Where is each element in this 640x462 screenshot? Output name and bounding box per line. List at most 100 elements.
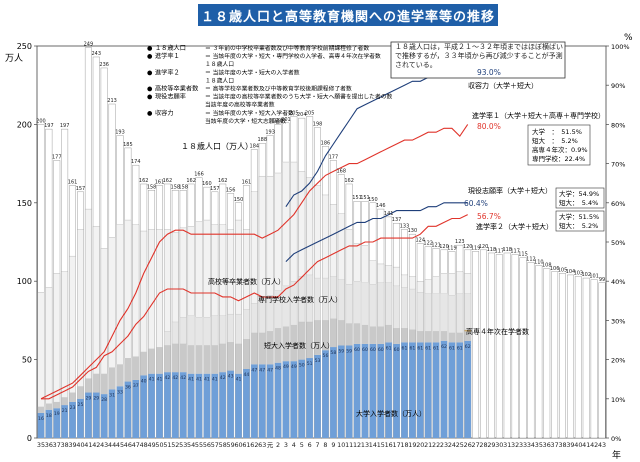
x-tick-label: 21 <box>424 441 432 449</box>
label-ganshi: 現役志願率（大学＋短大） <box>468 186 552 195</box>
svg-text:高専４年次：0.9%: 高専４年次：0.9% <box>532 145 588 154</box>
pop18-value-label: 115 <box>518 252 528 258</box>
bar-university <box>211 373 219 438</box>
bar-junior <box>330 318 337 348</box>
university-value-label: 41 <box>196 377 202 383</box>
pop18-value-label: 102 <box>581 272 591 278</box>
x-tick-label: 48 <box>140 441 148 449</box>
bar-university <box>93 392 100 438</box>
legend-desc: 当該年度の高校等卒業者数 <box>205 101 275 109</box>
label-rate2: 進学率２（大学＋短大） <box>476 222 553 231</box>
bar-vocational <box>250 303 258 334</box>
x-tick-label: 18 <box>400 441 408 449</box>
bar-vocational <box>171 321 179 345</box>
legend-desc: 当該年度の大学・短大志願者数 <box>205 117 286 125</box>
svg-text:短大 ： 5.2%: 短大 ： 5.2% <box>532 136 578 145</box>
right-tick-label: 80% <box>611 121 625 129</box>
bar-junior <box>69 392 76 402</box>
university-value-label: 47 <box>251 367 257 373</box>
bar-pop18 <box>511 254 519 439</box>
bar-pop18 <box>487 252 495 439</box>
label-rate1: 進学率１（大学＋短大＋高専＋専門学校） <box>472 111 605 120</box>
bar-university <box>393 343 400 438</box>
bar-junior <box>274 328 282 363</box>
bar-vocational <box>408 288 416 330</box>
x-tick-label: 53 <box>179 441 187 449</box>
bar-junior <box>108 367 116 390</box>
x-tick-label: 16 <box>385 441 393 449</box>
legend-bullet: ● <box>147 45 153 52</box>
bar-junior <box>172 343 179 373</box>
bar-vocational <box>203 317 211 346</box>
university-value-label: 47 <box>267 367 273 373</box>
bar-junior <box>377 326 385 344</box>
left-axis-unit: 万人 <box>5 53 23 64</box>
pop18-value-label: 177 <box>329 154 339 160</box>
left-tick-label: 50 <box>22 356 32 365</box>
pop18-value-label: 161 <box>155 180 165 186</box>
legend-desc: ＝ 当該年度の大学・短大の入学者数 <box>205 68 300 76</box>
bar-junior <box>85 378 92 393</box>
bar-junior <box>77 386 84 399</box>
pop18-value-label: 110 <box>534 260 544 266</box>
university-value-label: 29 <box>93 396 99 402</box>
pop18-value-label: 185 <box>123 142 133 148</box>
x-tick-label: 34 <box>527 441 535 449</box>
x-tick-label: 15 <box>377 441 385 449</box>
right-tick-label: 90% <box>611 82 625 90</box>
bar-vocational <box>282 285 290 327</box>
x-tick-label: 12 <box>353 441 361 449</box>
pop18-value-label: 103 <box>574 270 584 276</box>
x-tick-label: 27 <box>472 441 480 449</box>
bar-university <box>53 408 60 438</box>
bar-university <box>464 340 471 438</box>
university-value-label: 58 <box>330 350 336 356</box>
bar-university <box>369 343 377 438</box>
bar-junior <box>124 358 132 382</box>
bar-junior <box>179 343 187 373</box>
x-tick-label: 38 <box>61 441 69 449</box>
x-tick-label: 42 <box>92 441 100 449</box>
bar-vocational <box>219 315 227 345</box>
x-tick-label: 2 <box>276 441 280 449</box>
bar-university <box>282 361 290 438</box>
university-value-label: 60 <box>394 347 400 353</box>
bar-junior <box>235 343 242 374</box>
university-value-label: 61 <box>417 345 423 351</box>
pop18-value-label: 120 <box>479 244 489 250</box>
bar-junior <box>432 331 440 343</box>
x-tick-label: 29 <box>487 441 495 449</box>
bar-junior <box>203 345 211 374</box>
pop18-value-label: 158 <box>178 184 188 190</box>
x-tick-label: 41 <box>84 441 92 449</box>
bar-university <box>85 392 92 438</box>
pop18-value-label: 121 <box>431 242 441 248</box>
bar-junior <box>298 321 305 360</box>
x-tick-label: 55 <box>195 441 203 449</box>
bar-university <box>195 373 203 438</box>
university-value-label: 41 <box>188 377 194 383</box>
pop18-value-label: 137 <box>392 217 402 223</box>
left-tick-label: 100 <box>17 277 32 286</box>
pop18-value-label: 151 <box>352 195 362 201</box>
bar-vocational <box>416 292 424 332</box>
pop18-value-label: 186 <box>321 140 331 146</box>
x-tick-label: 17 <box>393 441 401 449</box>
left-tick-label: 200 <box>17 120 32 129</box>
bar-vocational <box>337 279 345 321</box>
bar-junior <box>211 345 219 374</box>
x-tick-label: 45 <box>116 441 124 449</box>
university-value-label: 41 <box>149 377 155 383</box>
bar-university <box>156 373 163 438</box>
label-junior: 短大入学者数（万人） <box>264 341 334 350</box>
value-rate1: 80.0% <box>477 122 501 131</box>
x-tick-label: 44 <box>108 441 116 449</box>
bar-junior <box>132 356 140 380</box>
bar-pop18 <box>527 262 535 439</box>
pop18-value-label: 105 <box>558 267 568 273</box>
pop18-value-label: 99 <box>599 277 605 283</box>
bar-junior <box>45 403 53 410</box>
bar-university <box>385 342 392 438</box>
pop18-value-label: 119 <box>471 245 481 251</box>
bar-vocational <box>322 277 329 321</box>
